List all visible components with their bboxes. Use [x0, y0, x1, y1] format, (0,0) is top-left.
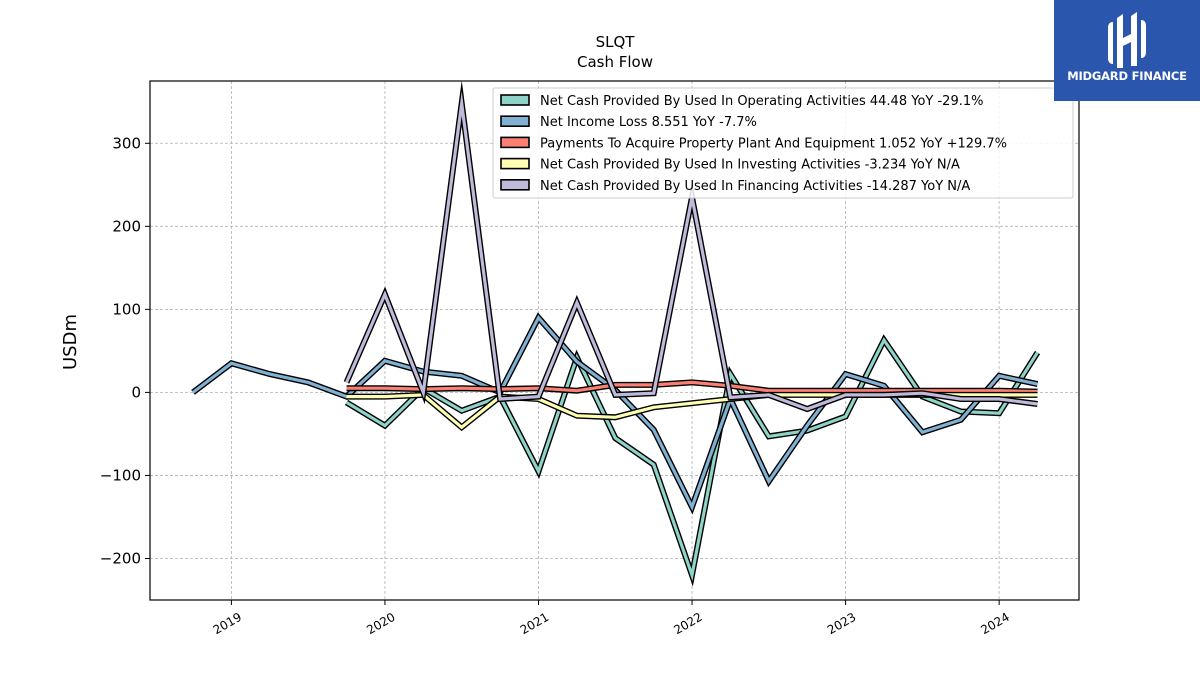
- y-tick-label: 0: [131, 383, 141, 401]
- y-tick-label: −200: [100, 549, 141, 567]
- x-tick-label: 2021: [518, 610, 551, 637]
- y-axis-label: USDm: [60, 314, 81, 370]
- plot-frame: [149, 80, 1080, 601]
- legend-label: Payments To Acquire Property Plant And E…: [540, 136, 1007, 151]
- legend-swatch: [500, 179, 530, 191]
- legend-swatch: [500, 94, 530, 106]
- series-line-stroke: [192, 314, 1038, 512]
- series-line-2: [191, 312, 1039, 515]
- legend-label: Net Cash Provided By Used In Financing A…: [540, 179, 970, 194]
- legend-label: Net Income Loss 8.551 YoY -7.7%: [540, 115, 757, 130]
- legend-item-5: Net Cash Provided By Used In Financing A…: [500, 179, 970, 194]
- x-axis: 2019 2020 2021 2022 2023 2024: [211, 600, 1012, 637]
- midgard-logo-icon: [1108, 12, 1146, 68]
- legend: Net Cash Provided By Used In Operating A…: [492, 87, 1074, 199]
- legend-label: Net Cash Provided By Used In Operating A…: [540, 94, 983, 109]
- series-line-outline: [191, 312, 1039, 515]
- chart-subtitle: Cash Flow: [577, 53, 653, 71]
- y-tick-label: 300: [112, 134, 141, 152]
- legend-item-4: Net Cash Provided By Used In Investing A…: [500, 157, 960, 173]
- x-tick-label: 2023: [825, 610, 858, 637]
- midgard-finance-logo: MIDGARD FINANCE: [1054, 0, 1200, 101]
- y-tick-label: −100: [100, 466, 141, 484]
- legend-box: [492, 87, 1074, 199]
- y-axis: −200 −100 0 100 200 300: [100, 134, 150, 567]
- legend-swatch: [500, 136, 530, 149]
- x-tick-label: 2019: [211, 610, 244, 637]
- y-tick-label: 100: [112, 300, 141, 318]
- legend-swatch: [500, 115, 530, 127]
- legend-label: Net Cash Provided By Used In Investing A…: [540, 158, 960, 173]
- x-tick-label: 2022: [671, 610, 704, 637]
- x-tick-label: 2024: [978, 610, 1011, 637]
- legend-item-3: Payments To Acquire Property Plant And E…: [500, 136, 1007, 151]
- logo-wordmark: MIDGARD FINANCE: [1067, 69, 1187, 83]
- legend-swatch: [500, 157, 530, 170]
- chart-title: SLQT: [596, 33, 636, 51]
- legend-item-2: Net Income Loss 8.551 YoY -7.7%: [500, 115, 757, 130]
- y-tick-label: 200: [112, 217, 141, 235]
- legend-item-1: Net Cash Provided By Used In Operating A…: [500, 94, 983, 109]
- x-tick-label: 2020: [364, 610, 397, 637]
